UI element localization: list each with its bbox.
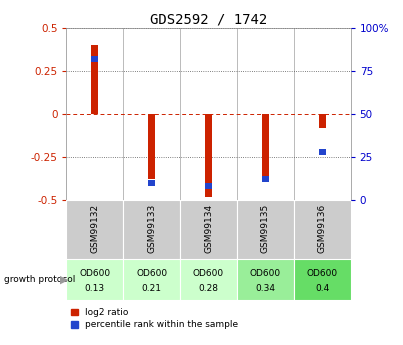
Bar — [294, 259, 351, 300]
Bar — [237, 200, 294, 259]
Bar — [205, 114, 212, 197]
Bar — [148, 180, 155, 186]
Bar — [123, 200, 180, 259]
Bar — [262, 176, 269, 183]
Text: growth protocol: growth protocol — [4, 275, 75, 284]
Bar — [91, 45, 98, 114]
Text: OD600: OD600 — [79, 269, 110, 278]
Legend: log2 ratio, percentile rank within the sample: log2 ratio, percentile rank within the s… — [71, 308, 239, 329]
Text: OD600: OD600 — [250, 269, 281, 278]
Bar — [319, 114, 326, 128]
Title: GDS2592 / 1742: GDS2592 / 1742 — [150, 12, 267, 27]
Text: OD600: OD600 — [136, 269, 167, 278]
Text: OD600: OD600 — [307, 269, 338, 278]
Bar — [205, 183, 212, 189]
Text: OD600: OD600 — [193, 269, 224, 278]
Bar — [66, 200, 123, 259]
Text: 0.21: 0.21 — [142, 284, 162, 293]
Bar — [319, 149, 326, 155]
Text: GSM99132: GSM99132 — [90, 204, 100, 253]
Text: GSM99135: GSM99135 — [261, 204, 270, 253]
Bar — [237, 259, 294, 300]
Text: 0.34: 0.34 — [256, 284, 275, 293]
Bar — [180, 200, 237, 259]
Bar — [91, 56, 98, 62]
Bar — [148, 114, 155, 179]
Bar — [294, 200, 351, 259]
Bar — [66, 259, 123, 300]
Bar — [180, 259, 237, 300]
Text: ▶: ▶ — [60, 275, 68, 284]
Text: GSM99134: GSM99134 — [204, 204, 213, 253]
Text: GSM99136: GSM99136 — [318, 204, 327, 253]
Bar — [123, 259, 180, 300]
Bar — [262, 114, 269, 176]
Text: GSM99133: GSM99133 — [147, 204, 156, 253]
Text: 0.4: 0.4 — [315, 284, 329, 293]
Text: 0.28: 0.28 — [199, 284, 218, 293]
Text: 0.13: 0.13 — [85, 284, 105, 293]
